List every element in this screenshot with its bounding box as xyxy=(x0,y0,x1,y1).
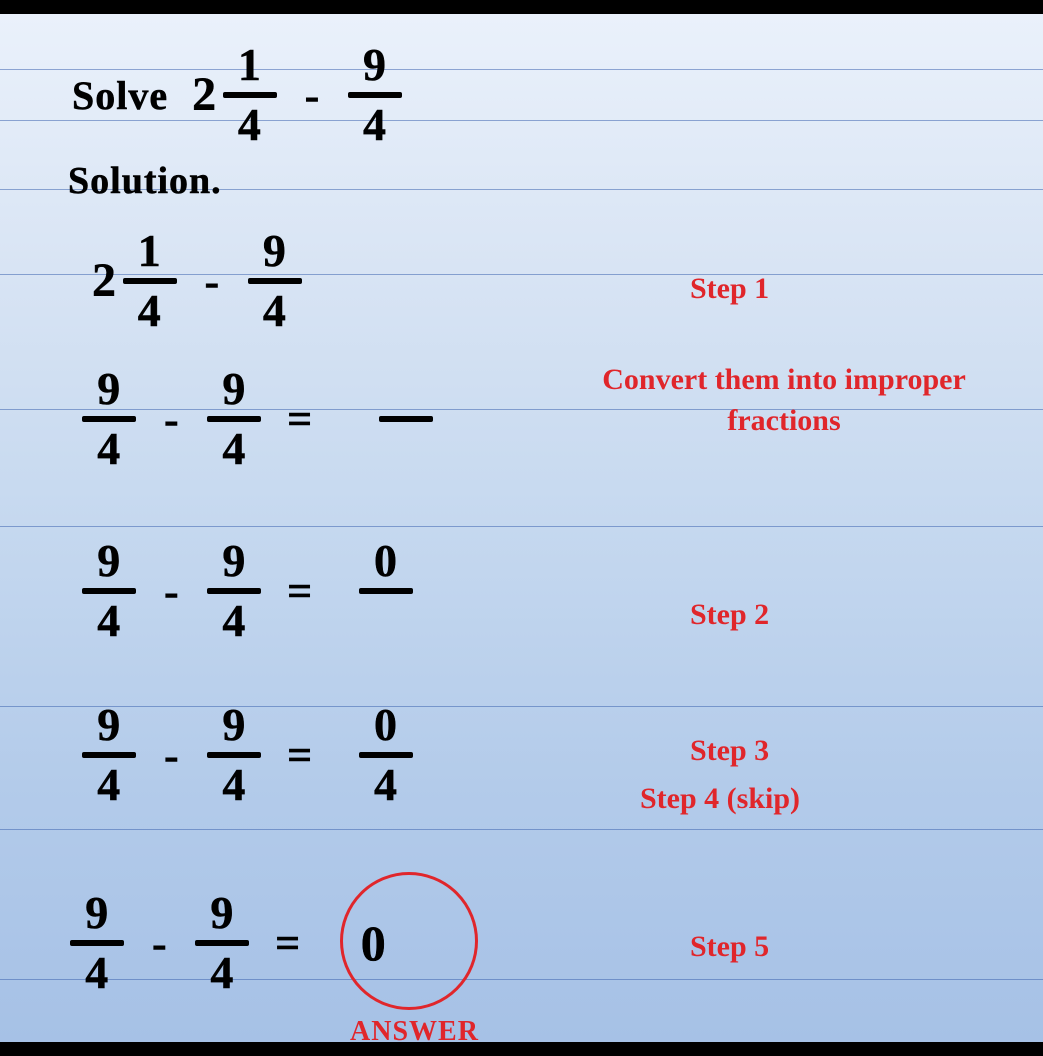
solution-label: Solution. xyxy=(68,159,222,203)
minus-operator: - xyxy=(136,394,207,445)
problem-row: Solve 2 1 4 - 9 4 xyxy=(72,42,402,148)
fraction: 9 4 xyxy=(207,366,261,472)
equals-sign: = xyxy=(249,918,327,969)
denominator: 4 xyxy=(97,598,121,644)
step-1-note: Convert them into improper fractions xyxy=(564,360,1004,441)
fraction: 9 4 xyxy=(70,890,124,996)
numerator: 9 xyxy=(263,228,287,274)
denominator: 4 xyxy=(222,762,246,808)
fraction: 9 4 xyxy=(207,702,261,808)
step-1-expression: 2 1 4 - 9 4 xyxy=(92,228,302,334)
minus-operator: - xyxy=(177,256,248,307)
partial-fraction: 0 4 xyxy=(359,538,413,644)
numerator: 9 xyxy=(97,538,121,584)
minus-operator: - xyxy=(136,730,207,781)
blank-fraction-bar xyxy=(379,416,433,422)
fraction: 9 4 xyxy=(82,538,136,644)
fraction: 9 4 xyxy=(195,890,249,996)
fraction: 9 4 xyxy=(207,538,261,644)
fraction-bar xyxy=(82,588,136,594)
rule-line xyxy=(0,526,1043,527)
numerator: 9 xyxy=(222,366,246,412)
numerator: 9 xyxy=(222,538,246,584)
step-1-label: Step 1 xyxy=(690,272,769,306)
denominator: 4 xyxy=(138,288,162,334)
worksheet-page: Solve 2 1 4 - 9 4 Solution. 2 1 4 - xyxy=(0,0,1043,1056)
whole-part: 2 xyxy=(92,257,117,305)
answer-label: ANSWER xyxy=(350,1016,479,1048)
fraction: 9 4 xyxy=(82,702,136,808)
fraction: 9 4 xyxy=(348,42,402,148)
denominator: 4 xyxy=(363,102,387,148)
equals-sign: = xyxy=(261,566,339,617)
denominator: 4 xyxy=(263,288,287,334)
denominator: 4 xyxy=(210,950,234,996)
solve-label: Solve xyxy=(72,72,168,119)
numerator: 9 xyxy=(97,702,121,748)
numerator: 9 xyxy=(210,890,234,936)
denominator: 4 xyxy=(238,102,262,148)
fraction-bar xyxy=(223,92,277,98)
equals-sign: = xyxy=(261,394,339,445)
fraction-bar xyxy=(70,940,124,946)
fraction-bar xyxy=(82,416,136,422)
step-3-expression: 9 4 - 9 4 = 0 4 xyxy=(82,538,413,644)
numerator: 9 xyxy=(222,702,246,748)
fraction-bar xyxy=(207,752,261,758)
denominator: 4 xyxy=(222,598,246,644)
equals-sign: = xyxy=(261,730,339,781)
fraction-bar xyxy=(123,278,177,284)
step-5-label: Step 5 xyxy=(690,930,769,964)
step-4-expression: 9 4 - 9 4 = 0 4 xyxy=(82,702,413,808)
fraction-bar xyxy=(248,278,302,284)
denominator: 4 xyxy=(222,426,246,472)
step-4-skip-label: Step 4 (skip) xyxy=(640,782,800,816)
denominator: 4 xyxy=(85,950,109,996)
fraction-bar xyxy=(82,752,136,758)
minus-operator: - xyxy=(277,70,348,121)
numerator: 1 xyxy=(238,42,262,88)
step-3-label: Step 3 xyxy=(690,734,769,768)
denominator: 4 xyxy=(97,762,121,808)
minus-operator: - xyxy=(136,566,207,617)
numerator: 9 xyxy=(97,366,121,412)
fraction-bar xyxy=(195,940,249,946)
step-2-expression: 9 4 - 9 4 = xyxy=(82,366,433,472)
fraction: 1 4 xyxy=(223,42,277,148)
numerator: 9 xyxy=(85,890,109,936)
fraction: 1 4 xyxy=(123,228,177,334)
step-5-expression: 9 4 - 9 4 = 0 xyxy=(70,890,386,996)
denominator: 4 xyxy=(374,762,398,808)
numerator: 0 xyxy=(374,538,398,584)
fraction-bar xyxy=(359,752,413,758)
fraction: 9 4 xyxy=(248,228,302,334)
fraction-bar xyxy=(348,92,402,98)
numerator: 0 xyxy=(374,702,398,748)
fraction-bar xyxy=(359,588,413,594)
result-fraction: 0 4 xyxy=(359,702,413,808)
answer-circle-icon xyxy=(340,872,478,1010)
mixed-number: 2 1 4 xyxy=(92,228,177,334)
whole-part: 2 xyxy=(192,71,217,119)
denominator: 4 xyxy=(97,426,121,472)
rule-line xyxy=(0,829,1043,830)
numerator: 1 xyxy=(138,228,162,274)
fraction-bar xyxy=(207,416,261,422)
numerator: 9 xyxy=(363,42,387,88)
fraction-bar xyxy=(207,588,261,594)
minus-operator: - xyxy=(124,918,195,969)
step-2-label: Step 2 xyxy=(690,598,769,632)
mixed-number: 2 1 4 xyxy=(192,42,277,148)
fraction: 9 4 xyxy=(82,366,136,472)
